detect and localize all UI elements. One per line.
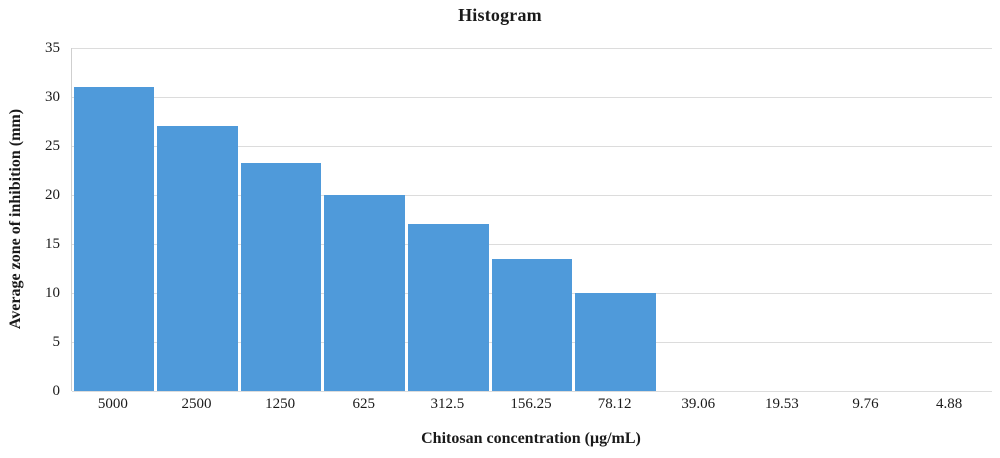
bar-625 — [324, 195, 406, 391]
bar-5000 — [73, 87, 155, 391]
x-tick-label-2500: 2500 — [181, 396, 212, 412]
y-tick-label-5: 5 — [52, 334, 61, 350]
x-tick-label-5000: 5000 — [97, 396, 128, 412]
bar-156.25 — [491, 258, 573, 391]
x-tick-label-4.88: 4.88 — [936, 396, 963, 412]
y-tick-label-20: 20 — [45, 187, 60, 203]
gridline-y-35 — [72, 48, 992, 49]
y-tick-label-35: 35 — [45, 40, 60, 56]
gridline-y-0 — [72, 391, 992, 392]
y-tick-label-15: 15 — [45, 236, 60, 252]
y-tick-label-0: 0 — [52, 383, 61, 399]
x-tick-label-39.06: 39.06 — [681, 396, 716, 412]
plot-area — [71, 48, 992, 392]
x-tick-label-1250: 1250 — [265, 396, 296, 412]
gridline-y-30 — [72, 97, 992, 98]
x-tick-label-156.25: 156.25 — [510, 396, 552, 412]
x-tick-label-312.5: 312.5 — [430, 396, 465, 412]
chart-title: Histogram — [458, 5, 542, 25]
gridline-y-15 — [72, 244, 992, 245]
bar-2500 — [157, 126, 238, 391]
bar-1250 — [240, 162, 322, 391]
gridline-y-20 — [72, 195, 992, 196]
y-tick-label-10: 10 — [45, 285, 60, 301]
x-tick-label-19.53: 19.53 — [765, 396, 799, 412]
x-axis-title: Chitosan concentration (μg/mL) — [421, 430, 641, 447]
bar-312.5 — [408, 224, 489, 391]
y-tick-label-25: 25 — [45, 138, 60, 154]
x-tick-label-625: 625 — [352, 396, 375, 412]
x-tick-label-78.12: 78.12 — [597, 396, 632, 412]
gridline-y-25 — [72, 146, 992, 147]
y-tick-label-30: 30 — [45, 89, 60, 105]
bar-78.12 — [575, 293, 656, 391]
x-tick-label-9.76: 9.76 — [852, 396, 879, 412]
